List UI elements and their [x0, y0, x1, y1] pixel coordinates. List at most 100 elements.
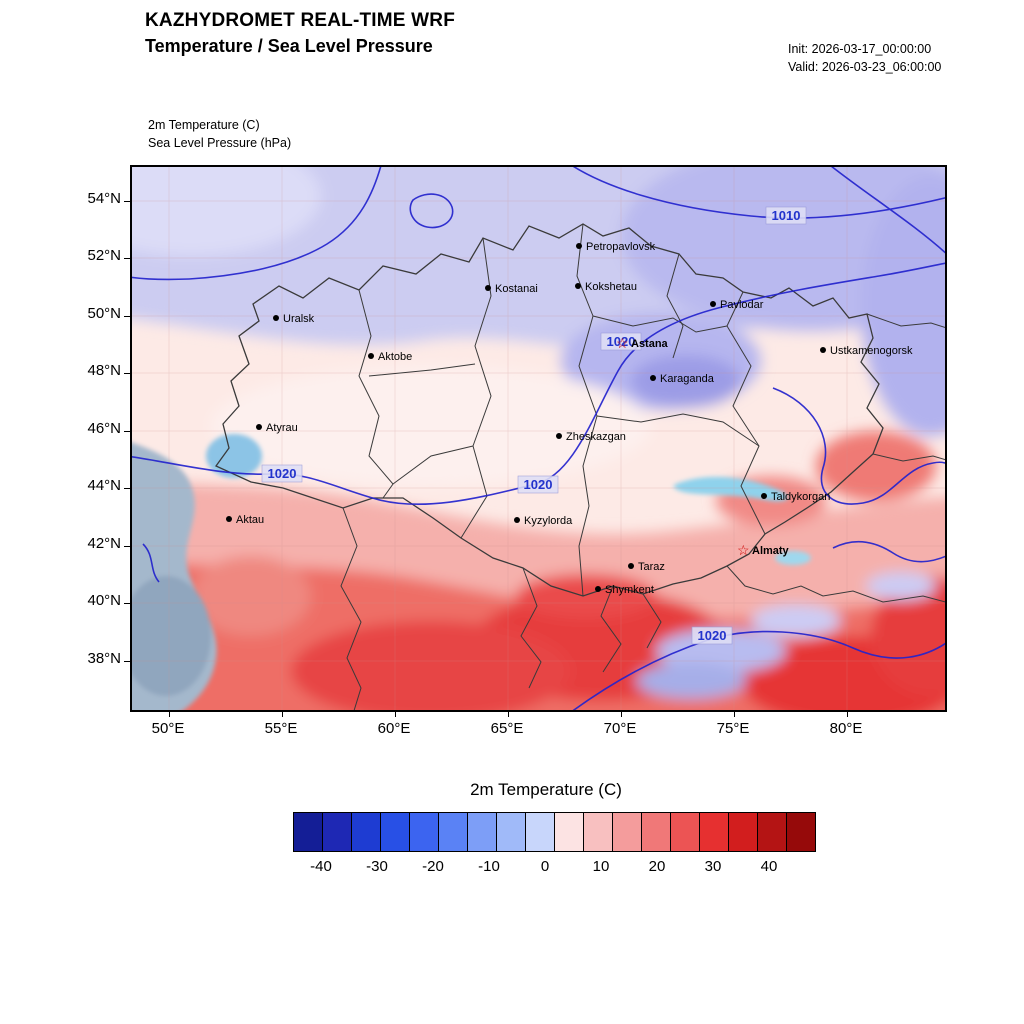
colorbar-segment	[381, 813, 410, 851]
valid-time: Valid: 2026-03-23_06:00:00	[788, 60, 942, 75]
city-label: Uralsk	[283, 313, 315, 325]
pressure-label-text: 1020	[607, 334, 636, 349]
pressure-label: 1020	[261, 464, 303, 483]
lon-label: 55°E	[264, 720, 298, 737]
colorbar-tick: 40	[760, 858, 778, 875]
header: KAZHYDROMET REAL-TIME WRF Temperature / …	[145, 10, 455, 57]
city-ustkamenogorsk: Ustkamenogorsk	[820, 345, 913, 357]
colorbar-segment	[410, 813, 439, 851]
city-label: Karaganda	[660, 373, 715, 385]
field-label-pressure: Sea Level Pressure (hPa)	[148, 135, 292, 150]
lon-tick	[282, 711, 283, 717]
colorbar-title: 2m Temperature (C)	[470, 780, 622, 799]
colorbar-segment	[555, 813, 584, 851]
colorbar-segment	[294, 813, 323, 851]
lat-tick	[124, 373, 130, 374]
colorbar-tick: 10	[592, 858, 610, 875]
colorbar-segment	[439, 813, 468, 851]
lake-balkhash	[673, 476, 788, 502]
city-kokshetau: Kokshetau	[575, 281, 637, 293]
city-label: Petropavlovsk	[586, 241, 656, 253]
lon-tick	[508, 711, 509, 717]
city-label: Taraz	[638, 561, 665, 573]
city-atyrau: Atyrau	[256, 422, 298, 434]
water-bodies	[131, 434, 811, 711]
lon-tick	[847, 711, 848, 717]
city-label: Atyrau	[266, 422, 298, 434]
city-taraz: Taraz	[628, 561, 665, 573]
lat-tick	[124, 431, 130, 432]
colorbar-tick: -10	[478, 858, 500, 875]
lon-label: 70°E	[603, 720, 637, 737]
page-subtitle: Temperature / Sea Level Pressure	[145, 36, 433, 56]
city-dot	[761, 493, 767, 499]
lat-label: 48°N	[87, 362, 121, 379]
atyrau-bay	[206, 434, 262, 478]
city-dot	[710, 301, 716, 307]
lon-tick	[734, 711, 735, 717]
colorbar-segment	[352, 813, 381, 851]
pressure-label: 1020	[600, 332, 642, 351]
colorbar-wrap: -40 -30 -20 -10 0 10 20 30 40	[293, 812, 816, 882]
capital-star-icon: ☆	[616, 335, 629, 351]
lat-label: 50°N	[87, 305, 121, 322]
lon-tick	[169, 711, 170, 717]
city-label: Kyzylorda	[524, 515, 573, 527]
city-aktau: Aktau	[226, 514, 264, 526]
pressure-label-text: 1010	[772, 208, 801, 223]
lat-label: 44°N	[87, 477, 121, 494]
city-almaty: ☆ Almaty	[737, 542, 790, 558]
city-dot	[650, 375, 656, 381]
city-kostanai: Kostanai	[485, 283, 538, 295]
colorbar-tick: -20	[422, 858, 444, 875]
city-label: Ustkamenogorsk	[830, 345, 913, 357]
city-dot	[820, 347, 826, 353]
lat-tick	[124, 201, 130, 202]
pressure-label-text: 1020	[698, 628, 727, 643]
capital-star-icon: ☆	[737, 542, 750, 558]
colorbar-segment	[700, 813, 729, 851]
lon-label: 75°E	[716, 720, 750, 737]
city-label: Aktau	[236, 514, 264, 526]
colorbar-segment	[526, 813, 555, 851]
city-dot	[556, 433, 562, 439]
init-time: Init: 2026-03-17_00:00:00	[788, 42, 932, 56]
field-label-temperature: 2m Temperature (C)	[148, 118, 260, 132]
colorbar-tick: 30	[704, 858, 722, 875]
pressure-label-text: 1020	[268, 466, 297, 481]
colorbar-segment	[671, 813, 700, 851]
city-label: Astana	[631, 338, 669, 350]
city-aktobe: Aktobe	[368, 351, 412, 363]
city-petropavlovsk: Petropavlovsk	[576, 241, 656, 253]
run-info: Init: 2026-03-17_00:00:00 Valid: 2026-03…	[788, 40, 941, 76]
city-markers: Uralsk Aktobe Atyrau Aktau Kostanai Petr…	[226, 241, 913, 596]
colorbar-segment	[323, 813, 352, 851]
city-dot	[485, 285, 491, 291]
colorbar-segment	[584, 813, 613, 851]
lat-label: 52°N	[87, 247, 121, 264]
colorbar-segment	[729, 813, 758, 851]
lat-tick	[124, 546, 130, 547]
map-frame: 1010 1020 1020 1020 1020 Uralsk Aktobe A…	[124, 165, 947, 717]
city-dot	[256, 424, 262, 430]
colorbar-segment	[758, 813, 787, 851]
lat-tick	[124, 661, 130, 662]
city-pavlodar: Pavlodar	[710, 299, 764, 311]
pressure-labels: 1010 1020 1020 1020 1020	[261, 206, 807, 645]
city-label: Almaty	[752, 545, 790, 557]
lon-tick	[621, 711, 622, 717]
lon-tick	[395, 711, 396, 717]
lat-tick	[124, 316, 130, 317]
city-karaganda: Karaganda	[650, 373, 715, 385]
city-taldykorgan: Taldykorgan	[761, 491, 830, 503]
lat-label: 54°N	[87, 190, 121, 207]
graticule	[131, 166, 946, 711]
city-astana: ☆ Astana	[616, 335, 669, 351]
city-dot	[595, 586, 601, 592]
lat-tick	[124, 258, 130, 259]
city-label: Taldykorgan	[771, 491, 830, 503]
lon-label: 60°E	[377, 720, 411, 737]
pressure-label-text: 1020	[524, 477, 553, 492]
colorbar-tick: -40	[310, 858, 332, 875]
city-zheskazgan: Zheskazgan	[556, 431, 626, 443]
